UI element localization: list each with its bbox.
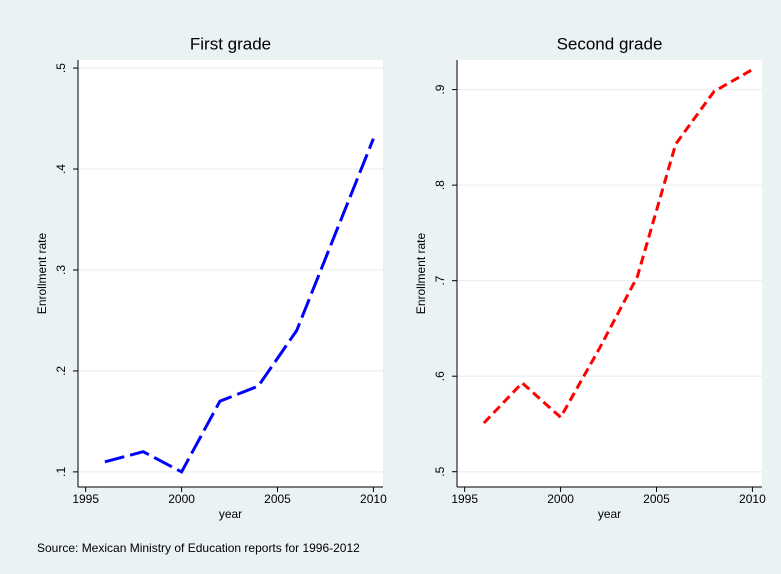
y-axis-label: Enrollment rate	[414, 232, 428, 314]
x-tick-label: 2000	[168, 492, 195, 506]
plot-area	[78, 60, 383, 487]
y-tick-label: .6	[433, 371, 447, 381]
source-note: Source: Mexican Ministry of Education re…	[37, 541, 360, 555]
x-tick-label: 1995	[72, 492, 99, 506]
x-tick-label: 2010	[739, 492, 766, 506]
y-tick-label: .8	[433, 180, 447, 190]
x-tick-label: 2010	[360, 492, 387, 506]
data-line	[104, 138, 375, 474]
y-tick-label: .7	[433, 275, 447, 285]
x-tick-label: 2005	[643, 492, 670, 506]
x-axis-label: year	[219, 507, 242, 521]
y-tick-label: .9	[433, 84, 447, 94]
x-axis-label: year	[598, 507, 621, 521]
x-tick-label: 2000	[547, 492, 574, 506]
y-tick-label: .2	[54, 366, 68, 376]
y-tick-label: .3	[54, 265, 68, 275]
chart-title: First grade	[190, 34, 271, 53]
x-tick-label: 1995	[451, 492, 478, 506]
y-tick-label: .5	[54, 63, 68, 73]
y-tick-label: .5	[433, 466, 447, 476]
chart-title: Second grade	[557, 34, 663, 53]
data-line	[482, 68, 754, 425]
plot-area	[457, 60, 762, 487]
x-tick-label: 2005	[264, 492, 291, 506]
y-tick-label: .4	[54, 164, 68, 174]
y-axis-label: Enrollment rate	[35, 232, 49, 314]
y-tick-label: .1	[54, 467, 68, 477]
